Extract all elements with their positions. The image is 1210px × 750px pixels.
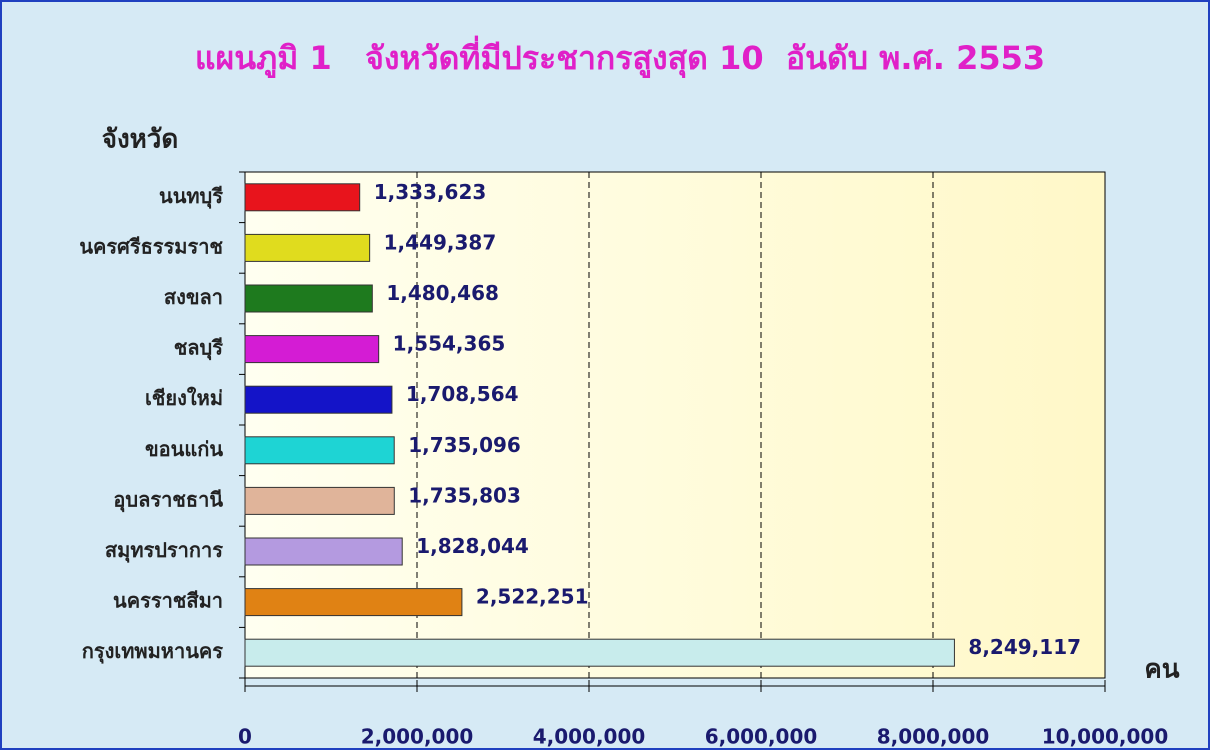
bar xyxy=(244,486,395,515)
y-tick-label: ชลบุรี xyxy=(174,336,224,361)
chart-title: แผนภูมิ 1 จังหวัดที่มีประชากรสูงสุด 10 อ… xyxy=(195,35,1045,79)
data-label: 1,735,803 xyxy=(408,483,521,507)
x-tick-label: 0 xyxy=(238,725,252,749)
y-tick-label: สงขลา xyxy=(164,285,223,309)
data-label: 1,554,365 xyxy=(393,332,506,356)
y-tick-label: ขอนแก่น xyxy=(145,437,223,461)
y-tick-label: กรุงเทพมหานคร xyxy=(82,639,223,664)
x-tick-label: 4,000,000 xyxy=(533,725,646,749)
data-label: 1,708,564 xyxy=(406,382,519,406)
x-tick-label: 2,000,000 xyxy=(361,725,474,749)
x-axis-label: คน xyxy=(1144,655,1179,685)
data-label: 1,333,623 xyxy=(374,180,487,204)
bar xyxy=(244,183,361,212)
data-label: 1,480,468 xyxy=(386,281,499,305)
data-label: 1,828,044 xyxy=(416,534,529,558)
y-tick-label: นครศรีธรรมราช xyxy=(79,234,223,258)
bar xyxy=(244,233,371,262)
y-tick-label: เชียงใหม่ xyxy=(145,386,223,410)
y-tick-label: นนทบุรี xyxy=(159,184,223,209)
x-tick-label: 8,000,000 xyxy=(877,725,990,749)
data-label: 1,449,387 xyxy=(384,230,497,254)
y-tick-label: นครราชสีมา xyxy=(113,589,223,613)
bar xyxy=(244,436,395,465)
x-tick-label: 6,000,000 xyxy=(705,725,818,749)
data-label: 1,735,096 xyxy=(408,433,521,457)
data-label: 8,249,117 xyxy=(968,635,1081,659)
bar xyxy=(244,638,955,667)
bar xyxy=(244,335,380,364)
y-axis-label: จังหวัด xyxy=(102,125,179,155)
bar xyxy=(244,588,463,617)
x-tick-label: 10,000,000 xyxy=(1042,725,1169,749)
bar xyxy=(244,537,403,566)
bar xyxy=(244,284,373,313)
y-tick-label: อุบลราชธานี xyxy=(113,487,223,512)
data-label: 2,522,251 xyxy=(476,585,589,609)
y-tick-label: สมุทรปราการ xyxy=(105,538,223,563)
bar xyxy=(244,385,393,414)
